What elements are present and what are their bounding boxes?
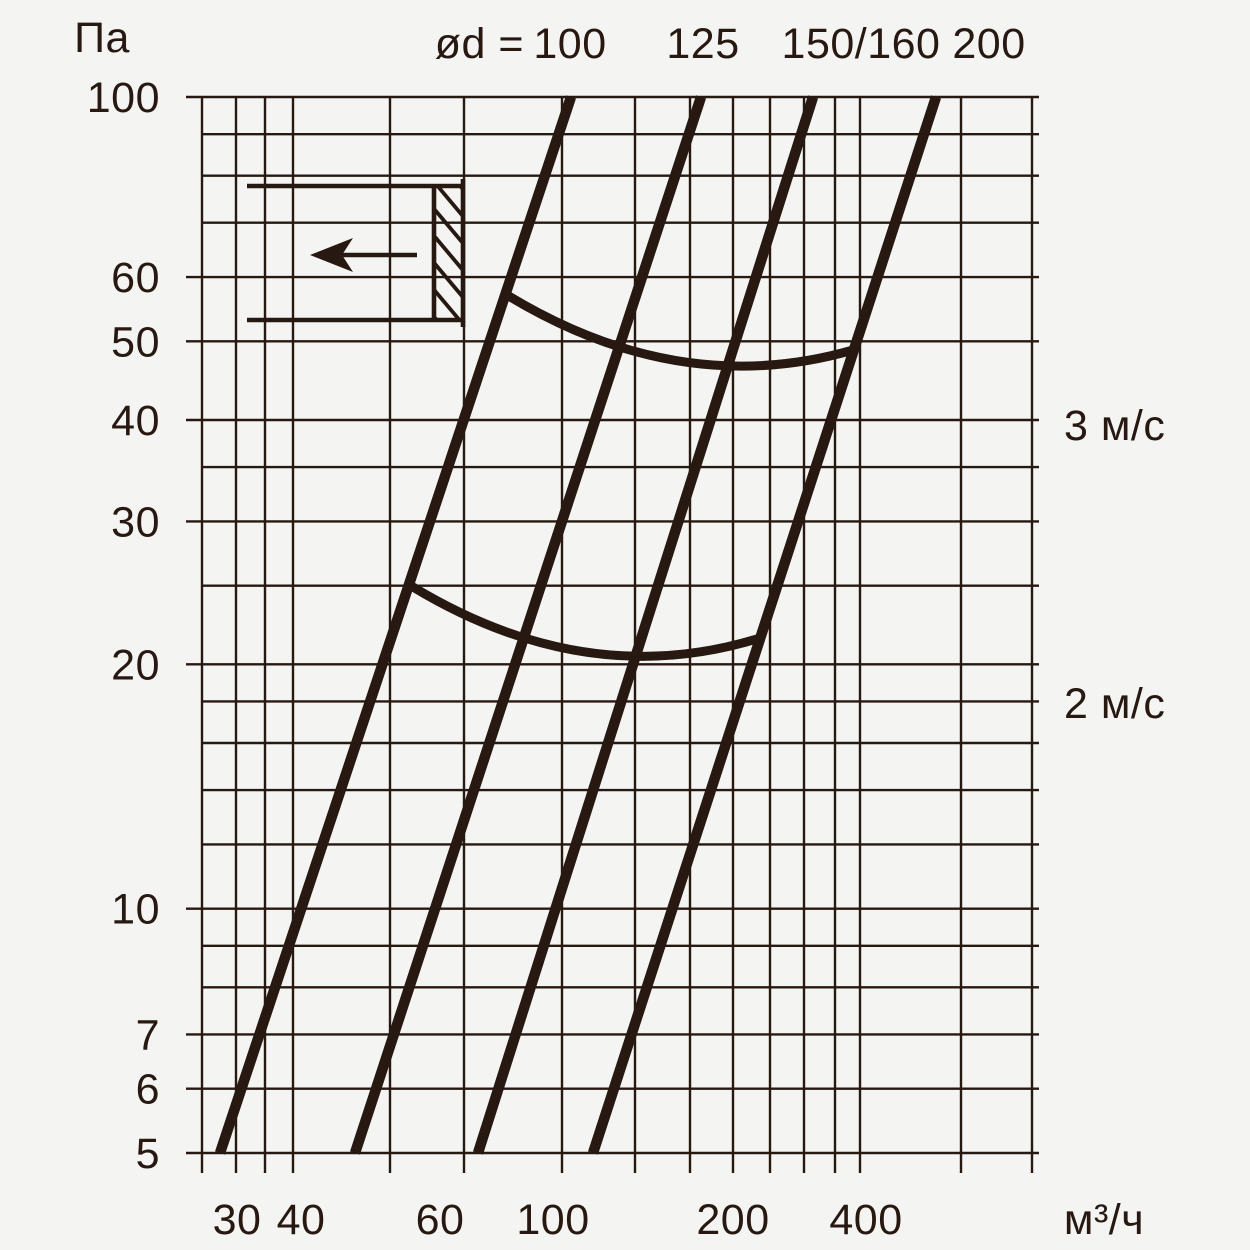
- y-tick-label-10: 10: [111, 886, 160, 934]
- y-tick-label-40: 40: [111, 397, 160, 445]
- velocity-curves: [408, 290, 858, 661]
- y-tick-label-30: 30: [111, 498, 160, 546]
- y-tick-label-20: 20: [111, 641, 160, 689]
- x-tick-label-200: 200: [696, 1196, 769, 1244]
- diameter-header-prefix: ød =: [435, 20, 524, 68]
- diameter-line-125: [350, 95, 706, 1155]
- diameter-header-150/160: 150/160: [782, 20, 941, 68]
- y-tick-label-5: 5: [136, 1130, 160, 1178]
- velocity-curve-2 м/с: [408, 582, 765, 661]
- x-tick-label-30: 30: [213, 1196, 262, 1244]
- labels: Па 100 60 50 40 30 20 10 7 6 5 30 40 60 100 200 400 м³/ч ø…: [74, 14, 1165, 1244]
- x-tick-label-400: 400: [829, 1196, 902, 1244]
- airflow-arrow-head-icon: [310, 238, 353, 272]
- diameter-header-200: 200: [952, 20, 1025, 68]
- grille-hatching: [434, 186, 463, 320]
- velocity-label-2 м/с: 2 м/с: [1064, 680, 1165, 728]
- diameter-line-150/160: [472, 95, 819, 1155]
- x-tick-label-60: 60: [416, 1196, 465, 1244]
- y-tick-label-100: 100: [87, 74, 160, 122]
- y-tick-label-6: 6: [136, 1066, 160, 1114]
- y-gridlines: [186, 95, 1039, 1155]
- duct-grille-icon: [247, 179, 466, 327]
- diameter-line-100: [215, 95, 576, 1155]
- y-tick-label-7: 7: [136, 1011, 160, 1059]
- y-tick-label-50: 50: [111, 318, 160, 366]
- diameter-lines: [215, 95, 941, 1155]
- x-axis-unit-label: м³/ч: [1064, 1196, 1144, 1244]
- y-tick-label-60: 60: [111, 254, 160, 302]
- diameter-line-200: [588, 95, 941, 1155]
- velocity-label-3 м/с: 3 м/с: [1064, 402, 1165, 450]
- y-axis-unit-label: Па: [74, 14, 130, 62]
- x-tick-label-100: 100: [516, 1196, 589, 1244]
- diameter-header-100: 100: [533, 20, 606, 68]
- velocity-curve-3 м/с: [502, 290, 858, 371]
- diameter-header-125: 125: [666, 20, 739, 68]
- x-tick-label-40: 40: [277, 1196, 326, 1244]
